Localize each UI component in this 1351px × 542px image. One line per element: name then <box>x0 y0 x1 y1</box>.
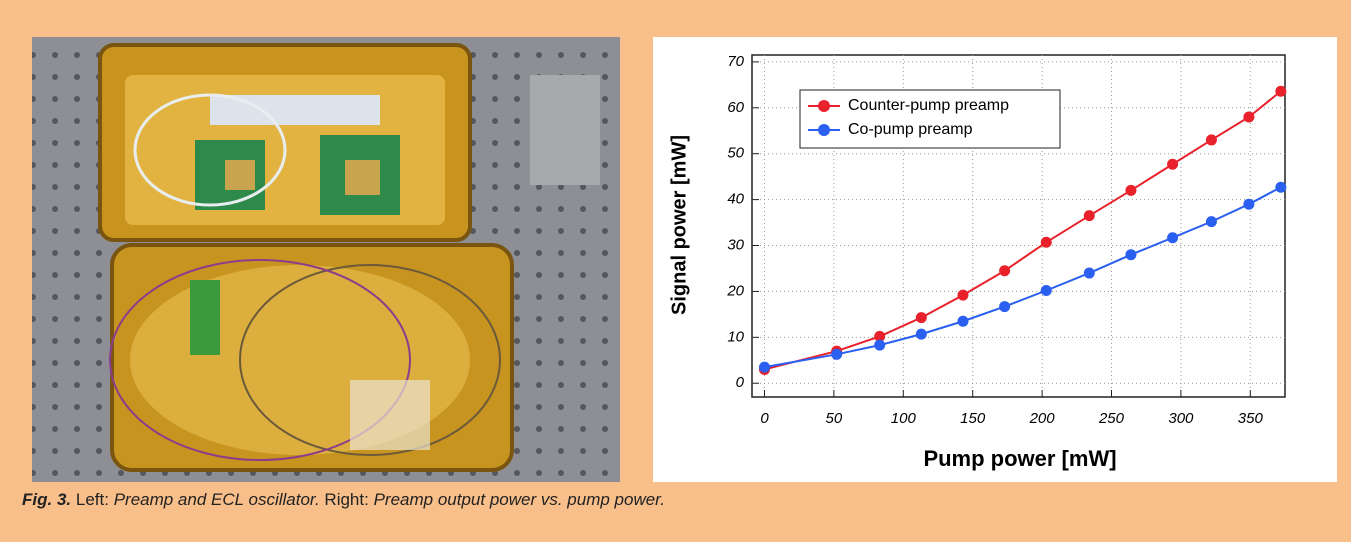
x-tick-label: 50 <box>826 410 843 427</box>
y-tick-label: 10 <box>727 328 744 345</box>
y-tick-label: 0 <box>736 374 745 391</box>
data-point <box>1205 216 1217 228</box>
data-point <box>758 361 770 373</box>
x-axis-label: Pump power [mW] <box>923 446 1116 471</box>
y-tick-label: 50 <box>727 145 744 162</box>
caption: Fig. 3. Left: Preamp and ECL oscillator.… <box>22 490 665 510</box>
x-tick-label: 350 <box>1238 410 1264 427</box>
y-tick-label: 40 <box>727 191 744 208</box>
data-point <box>1125 249 1137 261</box>
x-tick-label: 200 <box>1029 410 1056 427</box>
legend-marker <box>818 124 830 136</box>
x-tick-label: 250 <box>1098 410 1125 427</box>
data-point <box>1083 210 1095 222</box>
y-tick-label: 60 <box>727 99 744 116</box>
y-tick-label: 30 <box>727 236 744 253</box>
caption-left: Left: <box>75 490 109 509</box>
data-point <box>999 265 1011 277</box>
y-tick-label: 70 <box>727 53 744 70</box>
data-point <box>1040 236 1052 248</box>
caption-right-text: Preamp output power vs. pump power. <box>373 490 665 509</box>
data-point <box>957 315 969 327</box>
plot-frame <box>751 54 1286 398</box>
data-point <box>1125 184 1137 196</box>
data-point <box>1205 134 1217 146</box>
data-point <box>915 312 927 324</box>
legend-box <box>799 89 1061 149</box>
x-tick-label: 150 <box>960 410 986 427</box>
caption-left-text: Preamp and ECL oscillator. <box>113 490 320 509</box>
data-point <box>1275 181 1287 193</box>
caption-label: Fig. 3. <box>22 490 72 509</box>
data-point <box>1083 267 1095 279</box>
legend-label: Counter-pump preamp <box>848 97 1009 114</box>
data-point <box>1243 198 1255 210</box>
data-point <box>831 348 843 360</box>
data-point <box>1167 232 1179 244</box>
x-tick-label: 100 <box>891 410 917 427</box>
legend-marker <box>818 100 830 112</box>
legend-label: Co-pump preamp <box>848 121 973 138</box>
data-point <box>999 301 1011 313</box>
data-point <box>957 289 969 301</box>
photo <box>32 37 620 482</box>
data-point <box>874 339 886 351</box>
caption-right: Right: <box>324 490 369 509</box>
data-point <box>1243 111 1255 123</box>
y-tick-label: 20 <box>726 282 744 299</box>
data-point <box>874 330 886 342</box>
y-axis-label: Signal power [mW] <box>668 135 690 315</box>
data-point <box>1167 158 1179 170</box>
figure: Signal power [mW] Pump power [mW] 0 50 100… <box>32 37 1337 482</box>
data-point <box>915 328 927 340</box>
x-tick-label: 0 <box>760 410 769 427</box>
x-tick-label: 300 <box>1168 410 1194 427</box>
data-point <box>1040 284 1052 296</box>
data-point <box>1275 85 1287 97</box>
